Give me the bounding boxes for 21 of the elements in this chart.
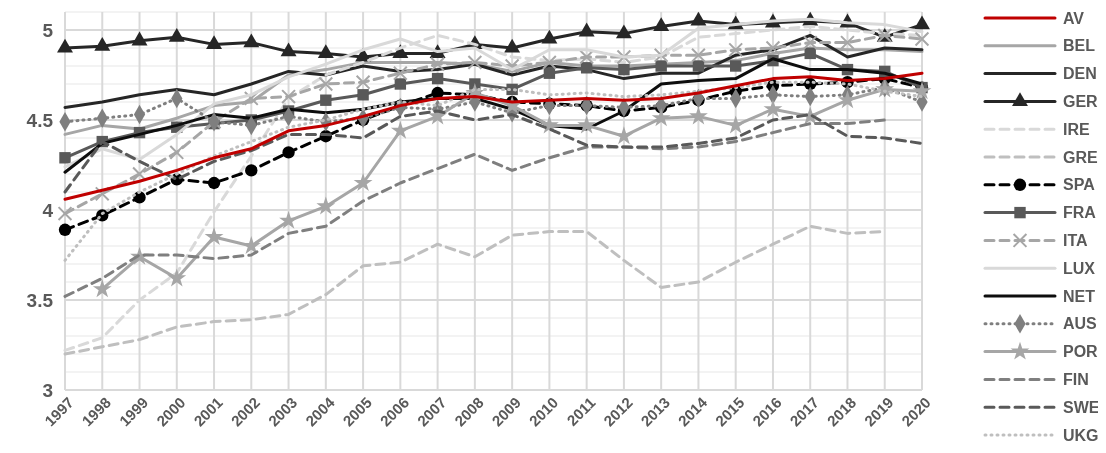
legend-label: AV — [1063, 9, 1085, 27]
legend-label: BEL — [1063, 37, 1096, 55]
legend-label: FIN — [1063, 371, 1089, 388]
y-tick-label: 3.5 — [26, 289, 54, 311]
legend-label: SWE — [1063, 398, 1100, 416]
y-tick-label: 4 — [42, 199, 54, 221]
y-tick-label: 3 — [42, 379, 53, 401]
legend-label: GRE — [1063, 148, 1098, 166]
legend-label: UKG — [1063, 426, 1099, 444]
legend-label: IRE — [1063, 120, 1090, 138]
legend-label: POR — [1063, 343, 1099, 361]
y-tick-label: 5 — [42, 19, 54, 41]
legend-label: DEN — [1063, 65, 1097, 83]
legend-label: FRA — [1063, 204, 1097, 222]
y-tick-label: 4.5 — [26, 109, 54, 131]
legend-label: SPA — [1063, 176, 1096, 194]
legend-label: ITA — [1063, 232, 1089, 249]
legend-label: NET — [1063, 287, 1096, 305]
legend-label: GER — [1063, 93, 1099, 110]
legend-label: LUX — [1063, 259, 1096, 277]
legend-label: AUS — [1063, 315, 1098, 333]
